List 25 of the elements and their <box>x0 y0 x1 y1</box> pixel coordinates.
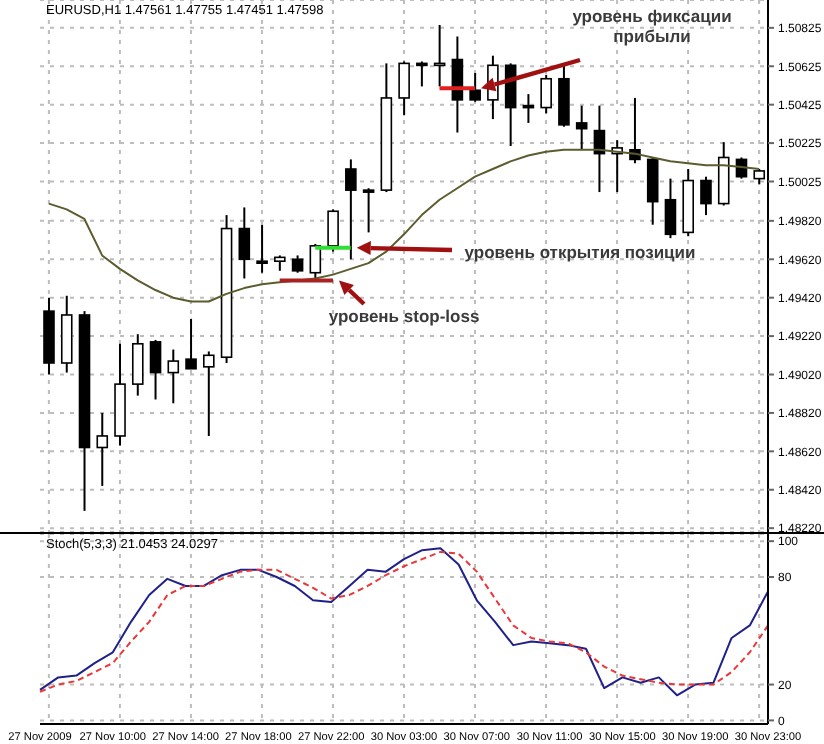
annotation: уровень фиксации прибыли <box>570 6 734 46</box>
annotation: уровень stop-loss <box>326 306 482 326</box>
candlestick <box>238 206 251 280</box>
candlestick <box>203 350 215 437</box>
candlestick <box>149 338 162 401</box>
candlestick <box>131 333 144 397</box>
candlestick <box>167 348 180 405</box>
candlestick <box>469 71 481 103</box>
candlestick <box>398 60 410 117</box>
candlestick <box>540 73 552 115</box>
candlestick <box>558 64 570 128</box>
candlestick <box>327 208 339 253</box>
candlestick <box>575 104 588 151</box>
candlestick <box>362 187 375 234</box>
candlestick <box>416 60 428 88</box>
candlestick <box>717 141 730 207</box>
candlestick <box>700 175 712 217</box>
annotation: уровень открытия позиции <box>462 242 698 262</box>
candlestick <box>96 411 109 487</box>
candlestick <box>664 177 677 240</box>
candlestick <box>345 158 357 261</box>
candlestick <box>309 242 322 280</box>
candlestick <box>646 156 659 226</box>
candlestick <box>185 317 197 370</box>
candlestick <box>256 223 268 274</box>
